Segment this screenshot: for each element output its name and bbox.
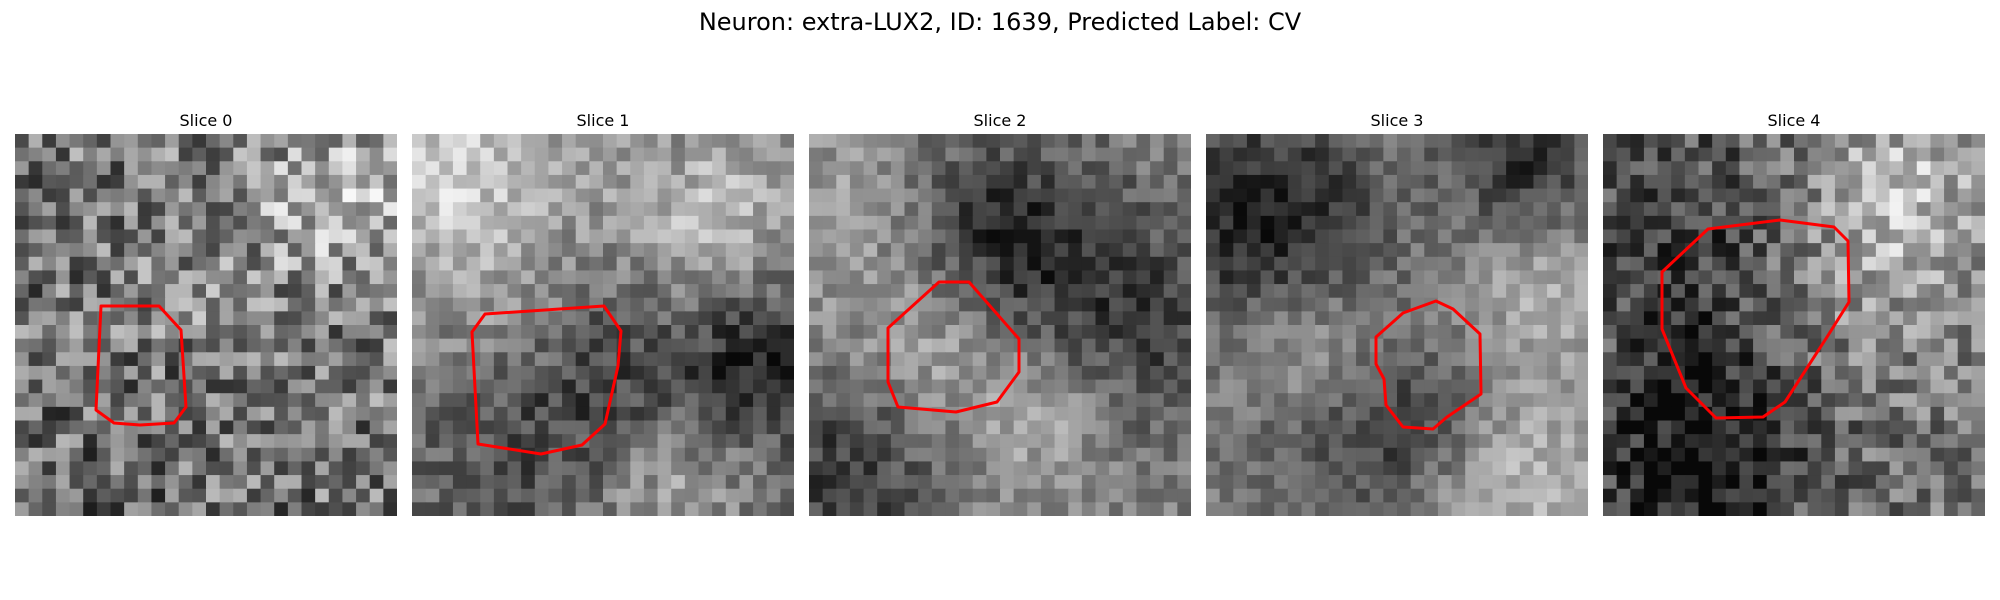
slice-image-0 (15, 134, 397, 516)
slice-image-3 (1206, 134, 1588, 516)
slice-image-1 (412, 134, 794, 516)
slice-title-4: Slice 4 (1767, 111, 1821, 130)
micrograph-pixels (412, 134, 794, 516)
figure-title: Neuron: extra-LUX2, ID: 1639, Predicted … (698, 8, 1302, 36)
micrograph-pixels (1603, 134, 1985, 516)
micrograph-pixels (809, 134, 1191, 516)
slice-image-2 (809, 134, 1191, 516)
slice-image-4 (1603, 134, 1985, 516)
roi-contour (1374, 299, 1483, 431)
micrograph-pixels (1206, 134, 1588, 516)
slice-title-0: Slice 0 (179, 111, 233, 130)
slice-panel-1: Slice 1 (412, 108, 794, 516)
slice-panel-3: Slice 3 (1206, 108, 1588, 516)
micrograph-pixels (15, 134, 397, 516)
slice-panel-4: Slice 4 (1603, 108, 1985, 516)
roi-contour (1660, 218, 1851, 420)
slice-panel-0: Slice 0 (15, 108, 397, 516)
slice-title-2: Slice 2 (973, 111, 1027, 130)
slice-title-3: Slice 3 (1370, 111, 1424, 130)
slice-title-1: Slice 1 (576, 111, 630, 130)
roi-contour (94, 304, 188, 427)
roi-contour (886, 280, 1021, 414)
slice-panel-2: Slice 2 (809, 108, 1191, 516)
roi-contour (470, 304, 623, 456)
